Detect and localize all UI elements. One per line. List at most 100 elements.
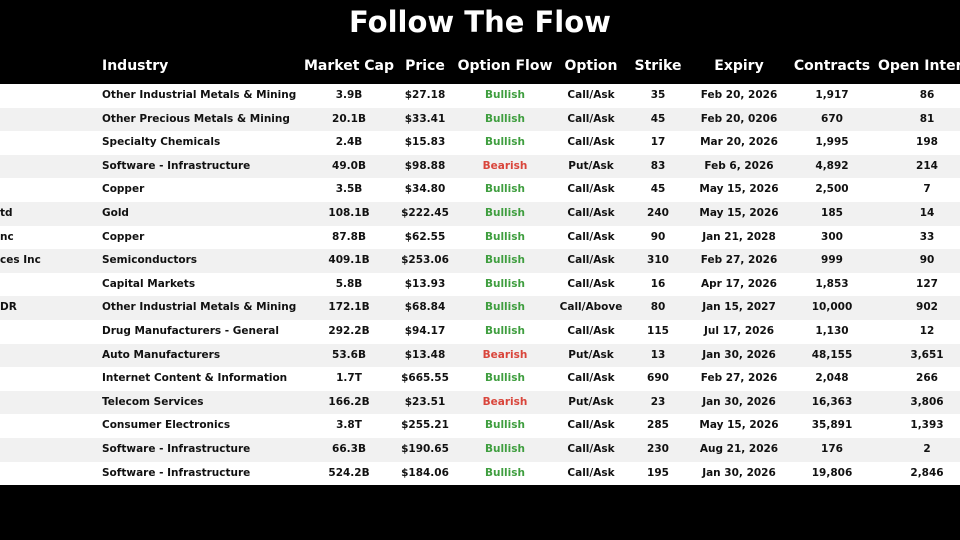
table-cell: 4,892 xyxy=(815,159,849,172)
table-cell: Telecom Services xyxy=(102,395,204,408)
table-cell: Call/Ask xyxy=(567,325,615,337)
title: Follow The Flow xyxy=(349,5,611,39)
table-cell: Call/Ask xyxy=(567,419,615,432)
table-cell: 670 xyxy=(821,112,843,125)
table-cell: 12 xyxy=(919,325,935,337)
table-cell: 45 xyxy=(650,183,666,196)
table-cell: Jul 17, 2026 xyxy=(703,325,775,337)
table-row: td Gold 108.1B $222.45 Bullish Call/Ask 240 May… xyxy=(0,202,960,226)
column-header: Industry xyxy=(102,58,169,74)
table-cell: Jan 30, 2026 xyxy=(702,348,776,361)
table-cell: 86 xyxy=(919,89,935,101)
table-cell: Bearish xyxy=(482,395,528,408)
table-cell: 35 xyxy=(650,89,666,101)
table-row: Internet Content & Information 1.7T $665.5… xyxy=(0,367,960,391)
column-header: Open Intere xyxy=(878,58,960,74)
column-header: Strike xyxy=(634,58,682,74)
table-cell: Semiconductors xyxy=(102,254,198,267)
column-header: Market Cap xyxy=(303,58,395,74)
table-cell: 81 xyxy=(919,112,935,125)
table-row: Specialty Chemicals 2.4B $15.83 Bullish Call… xyxy=(0,131,960,155)
table-cell: $184.06 xyxy=(401,466,449,479)
table-cell: $665.55 xyxy=(401,372,449,385)
table-cell: 13 xyxy=(650,348,666,361)
table-cell: 292.2B xyxy=(328,325,370,337)
table-cell: 17 xyxy=(650,136,666,149)
table-cell: Put/Ask xyxy=(568,159,614,172)
table-cell: 108.1B xyxy=(328,207,370,219)
table-cell: 3,806 xyxy=(910,395,944,408)
column-header: Contracts xyxy=(793,58,871,74)
table-row: Drug Manufacturers - General 292.2B $94.17… xyxy=(0,320,960,344)
table-cell: Feb 27, 2026 xyxy=(700,372,778,385)
table-cell: 300 xyxy=(821,230,843,243)
table-cell: 310 xyxy=(647,254,669,267)
table-cell: 166.2B xyxy=(328,395,370,408)
table-row: Consumer Electronics 3.8T $255.21 Bullish Ca… xyxy=(0,414,960,438)
table-cell: Gold xyxy=(102,207,129,219)
table-cell: Software - Infrastructure xyxy=(102,466,251,479)
table-cell: Bullish xyxy=(484,372,525,385)
table-cell: 3.8T xyxy=(336,419,362,432)
table-cell: Apr 17, 2026 xyxy=(701,277,777,290)
table-cell: 127 xyxy=(916,277,938,290)
table-cell: 45 xyxy=(650,112,666,125)
table-cell: Bullish xyxy=(484,443,525,455)
table-row: Auto Manufacturers 53.6B $13.48 Bearish Put/… xyxy=(0,343,960,368)
table-cell: May 15, 2026 xyxy=(699,207,779,219)
table-cell: 90 xyxy=(650,230,666,243)
table-row: Software - Infrastructure 49.0B $98.88 Bear… xyxy=(0,154,960,179)
table-cell: 1,995 xyxy=(815,136,849,149)
table-cell: Bullish xyxy=(484,325,525,337)
table-cell: 214 xyxy=(916,159,938,172)
table-cell: 1.7T xyxy=(336,372,362,385)
table-cell: 2 xyxy=(923,443,931,455)
table-cell: Bullish xyxy=(484,419,525,432)
table-cell: $94.17 xyxy=(404,325,446,337)
table-cell: 7 xyxy=(923,183,931,196)
table-cell: 49.0B xyxy=(332,159,366,172)
table-cell: Software - Infrastructure xyxy=(102,443,251,455)
table-cell: Bullish xyxy=(484,254,525,267)
table-cell: May 15, 2026 xyxy=(699,419,779,432)
table-cell: Bullish xyxy=(484,136,525,149)
table-cell: Bearish xyxy=(482,159,528,172)
table-cell: 1,853 xyxy=(815,277,849,290)
table-cell: 999 xyxy=(821,254,843,267)
table-row: Capital Markets 5.8B $13.93 Bullish Call/Ask… xyxy=(0,272,960,297)
table-cell: Call/Ask xyxy=(567,254,615,267)
table-cell: 195 xyxy=(647,466,669,479)
table-cell: Feb 6, 2026 xyxy=(704,159,774,172)
table-cell: Jan 21, 2028 xyxy=(702,230,776,243)
table-cell: $15.83 xyxy=(404,136,446,149)
table-cell: Internet Content & Information xyxy=(102,372,288,385)
table-cell: Other Industrial Metals & Mining xyxy=(102,89,297,101)
table-row: Software - Infrastructure 524.2B $184.06 Bu… xyxy=(0,461,960,486)
table-cell: Call/Ask xyxy=(567,277,615,290)
table-cell: 3.9B xyxy=(335,89,363,101)
table-row: Other Precious Metals & Mining 20.1B $33.4… xyxy=(0,107,960,132)
table-cell: Jan 15, 2027 xyxy=(702,301,776,314)
column-header: Expiry xyxy=(714,58,764,74)
table-cell: 10,000 xyxy=(811,301,853,314)
table-cell: Jan 30, 2026 xyxy=(702,395,776,408)
table-cell: 20.1B xyxy=(332,112,366,125)
table-cell: $68.84 xyxy=(404,301,446,314)
table-cell: Call/Ask xyxy=(567,112,615,125)
table-cell: 16 xyxy=(650,277,666,290)
table-cell: 198 xyxy=(916,136,938,149)
table-cell: 83 xyxy=(650,159,666,172)
table-cell: 902 xyxy=(916,301,938,314)
column-header: Option Flow xyxy=(457,58,553,74)
table-cell: Copper xyxy=(102,230,145,243)
table-cell: Put/Ask xyxy=(568,395,614,408)
table-cell: Auto Manufacturers xyxy=(102,348,221,361)
table-cell: 2.4B xyxy=(335,136,363,149)
table-cell: 23 xyxy=(650,395,666,408)
table-cell: Call/Ask xyxy=(567,230,615,243)
table-cell: 2,048 xyxy=(815,372,849,385)
table-cell: 48,155 xyxy=(811,348,853,361)
table-cell: 409.1B xyxy=(328,254,370,267)
table-cell: 87.8B xyxy=(332,230,366,243)
